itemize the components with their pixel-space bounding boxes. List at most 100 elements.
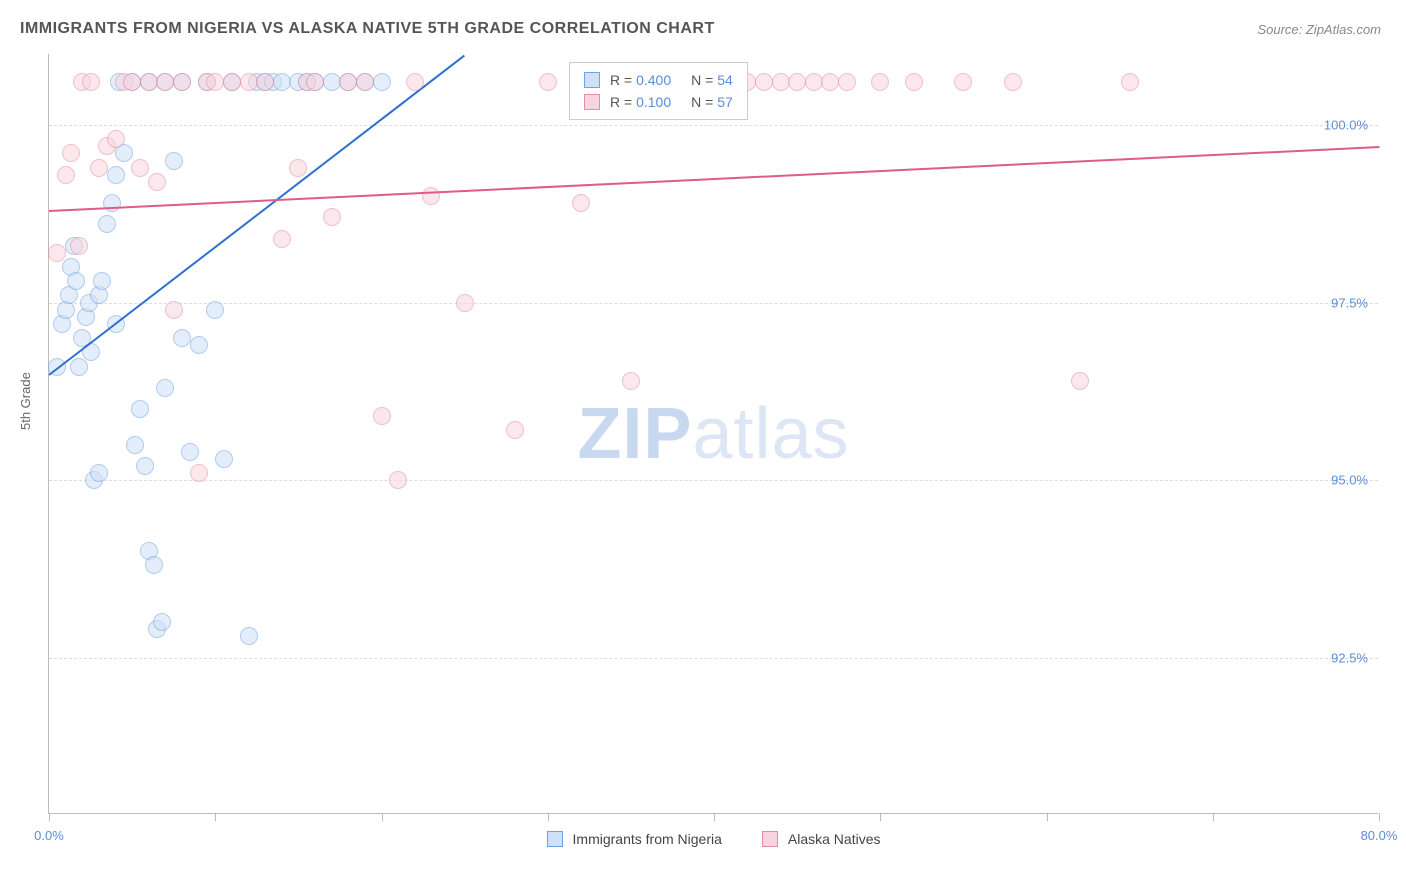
data-point-alaska (57, 166, 75, 184)
data-point-alaska (223, 73, 241, 91)
x-tick (714, 813, 715, 821)
data-point-alaska (389, 471, 407, 489)
data-point-alaska (289, 159, 307, 177)
data-point-alaska (1004, 73, 1022, 91)
data-point-alaska (156, 73, 174, 91)
data-point-alaska (306, 73, 324, 91)
gridline-h (49, 480, 1378, 481)
data-point-nigeria (373, 73, 391, 91)
data-point-nigeria (67, 272, 85, 290)
data-point-alaska (456, 294, 474, 312)
data-point-alaska (406, 73, 424, 91)
data-point-alaska (622, 372, 640, 390)
data-point-nigeria (206, 301, 224, 319)
x-tick (382, 813, 383, 821)
x-tick-label: 80.0% (1361, 828, 1398, 843)
data-point-alaska (48, 244, 66, 262)
data-point-alaska (772, 73, 790, 91)
data-point-alaska (148, 173, 166, 191)
data-point-alaska (82, 73, 100, 91)
data-point-alaska (90, 159, 108, 177)
legend-item-alaska: Alaska Natives (762, 831, 881, 847)
data-point-alaska (871, 73, 889, 91)
gridline-h (49, 658, 1378, 659)
y-tick-label: 100.0% (1324, 118, 1368, 133)
data-point-alaska (165, 301, 183, 319)
data-point-nigeria (145, 556, 163, 574)
data-point-alaska (373, 407, 391, 425)
x-tick (1047, 813, 1048, 821)
data-point-nigeria (103, 194, 121, 212)
y-tick-label: 95.0% (1331, 473, 1368, 488)
x-tick (49, 813, 50, 821)
data-point-alaska (190, 464, 208, 482)
data-point-nigeria (273, 73, 291, 91)
y-axis-label: 5th Grade (18, 372, 33, 430)
data-point-nigeria (107, 166, 125, 184)
correlation-scatter-chart: ZIPatlas Immigrants from Nigeria Alaska … (48, 54, 1378, 814)
data-point-nigeria (98, 215, 116, 233)
data-point-alaska (356, 73, 374, 91)
data-point-alaska (905, 73, 923, 91)
watermark: ZIPatlas (577, 393, 849, 475)
legend-bottom: Immigrants from Nigeria Alaska Natives (547, 831, 881, 847)
data-point-alaska (954, 73, 972, 91)
y-tick-label: 92.5% (1331, 650, 1368, 665)
gridline-h (49, 303, 1378, 304)
data-point-nigeria (240, 627, 258, 645)
data-point-nigeria (323, 73, 341, 91)
data-point-nigeria (131, 400, 149, 418)
data-point-alaska (70, 237, 88, 255)
trendline-alaska (49, 146, 1379, 212)
y-tick-label: 97.5% (1331, 295, 1368, 310)
x-tick (1379, 813, 1380, 821)
data-point-alaska (838, 73, 856, 91)
data-point-alaska (256, 73, 274, 91)
x-tick (880, 813, 881, 821)
data-point-nigeria (190, 336, 208, 354)
data-point-nigeria (153, 613, 171, 631)
x-tick-label: 0.0% (34, 828, 64, 843)
data-point-nigeria (215, 450, 233, 468)
data-point-nigeria (181, 443, 199, 461)
x-tick (1213, 813, 1214, 821)
data-point-nigeria (93, 272, 111, 290)
data-point-nigeria (90, 464, 108, 482)
data-point-alaska (206, 73, 224, 91)
data-point-alaska (123, 73, 141, 91)
data-point-alaska (240, 73, 258, 91)
data-point-alaska (805, 73, 823, 91)
trendline-nigeria (48, 54, 465, 375)
data-point-alaska (422, 187, 440, 205)
data-point-alaska (273, 230, 291, 248)
data-point-nigeria (156, 379, 174, 397)
legend-item-nigeria: Immigrants from Nigeria (547, 831, 722, 847)
data-point-alaska (1071, 372, 1089, 390)
data-point-alaska (323, 208, 341, 226)
chart-title: IMMIGRANTS FROM NIGERIA VS ALASKA NATIVE… (20, 20, 715, 38)
data-point-alaska (1121, 73, 1139, 91)
data-point-alaska (173, 73, 191, 91)
data-point-alaska (788, 73, 806, 91)
source-attribution: Source: ZipAtlas.com (1257, 22, 1381, 37)
data-point-alaska (107, 130, 125, 148)
data-point-alaska (62, 144, 80, 162)
gridline-h (49, 125, 1378, 126)
data-point-nigeria (126, 436, 144, 454)
data-point-alaska (140, 73, 158, 91)
legend-stat-row-nigeria: R = 0.400N = 54 (584, 69, 733, 91)
data-point-alaska (339, 73, 357, 91)
data-point-alaska (539, 73, 557, 91)
legend-stat-row-alaska: R = 0.100N = 57 (584, 91, 733, 113)
x-tick (215, 813, 216, 821)
data-point-nigeria (70, 358, 88, 376)
data-point-nigeria (136, 457, 154, 475)
data-point-alaska (755, 73, 773, 91)
data-point-alaska (821, 73, 839, 91)
data-point-alaska (131, 159, 149, 177)
x-tick (548, 813, 549, 821)
data-point-nigeria (165, 152, 183, 170)
data-point-alaska (506, 421, 524, 439)
legend-stats-box: R = 0.400N = 54R = 0.100N = 57 (569, 62, 748, 120)
data-point-alaska (572, 194, 590, 212)
